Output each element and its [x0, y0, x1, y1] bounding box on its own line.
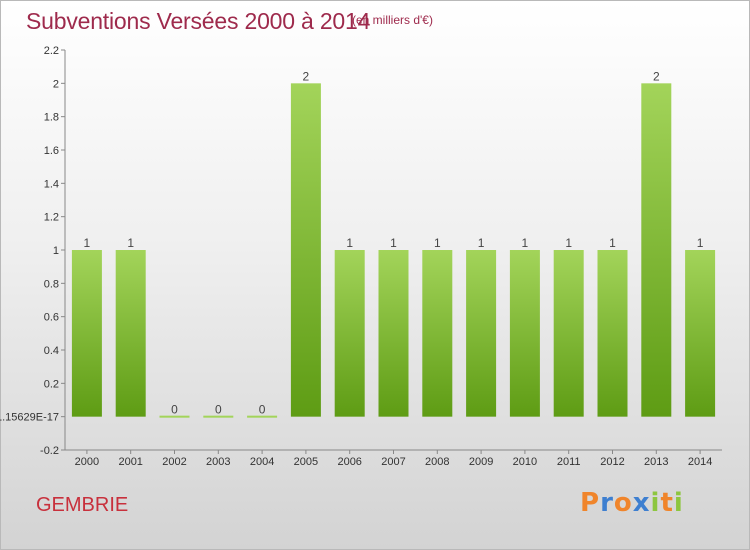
data-label: 2 [653, 69, 660, 83]
y-tick-label: 0.2 [44, 378, 59, 390]
data-label: 1 [390, 236, 397, 250]
x-tick-label: 2014 [688, 456, 712, 468]
x-tick-label: 2005 [294, 456, 318, 468]
data-label: 2 [303, 69, 310, 83]
logo-letter: i [650, 488, 661, 518]
x-tick-label: 2012 [600, 456, 624, 468]
x-tick-label: 2001 [118, 456, 142, 468]
data-label: 1 [565, 236, 572, 250]
logo-letter: t [660, 488, 674, 518]
proxiti-logo[interactable]: Proxiti [580, 488, 684, 518]
x-tick-label: 2011 [557, 456, 581, 468]
data-label: 1 [84, 236, 91, 250]
data-label: 1 [609, 236, 616, 250]
chart-title: Subventions Versées 2000 à 2014 [26, 8, 371, 34]
bar [685, 250, 716, 417]
data-labels: 1 1 0 0 0 2 1 1 1 1 1 1 1 2 1 [84, 69, 704, 416]
bar [597, 250, 628, 417]
data-label: 1 [127, 236, 134, 250]
data-label: 0 [259, 403, 266, 417]
y-tick-label: 1.8 [44, 112, 59, 124]
x-tick-label: 2007 [381, 456, 405, 468]
data-label: 1 [478, 236, 485, 250]
y-tick-label: 2.2 [44, 45, 59, 57]
y-tick-label: 2 [53, 78, 59, 90]
y-tick-label: 0.8 [44, 278, 59, 290]
chart-axes: -0.2 -1.15629E-17 0.2 0.4 0.6 0.8 1 1.2 1.4 1.6 1.… [0, 45, 722, 468]
x-tick-label: 2009 [469, 456, 493, 468]
x-tick-label: 2000 [75, 456, 99, 468]
data-label: 0 [171, 403, 178, 417]
bar [422, 250, 453, 417]
logo-letter: o [613, 488, 633, 518]
logo-letter: r [600, 488, 614, 518]
bar [509, 250, 540, 417]
x-tick-label: 2002 [162, 456, 186, 468]
data-label: 1 [434, 236, 441, 250]
bar [466, 250, 497, 417]
bar [553, 250, 584, 417]
x-tick-label: 2003 [206, 456, 230, 468]
bar-series [71, 83, 716, 418]
y-tick-label: 0.4 [44, 345, 59, 357]
logo-letter: P [580, 488, 601, 518]
bar [378, 250, 409, 417]
y-tick-label: 1 [53, 245, 59, 257]
data-label: 1 [346, 236, 353, 250]
bar [203, 415, 234, 418]
data-label: 1 [522, 236, 529, 250]
bar [115, 250, 146, 417]
chart-subtitle: (en milliers d'€) [352, 13, 433, 27]
bar [334, 250, 365, 417]
bar [159, 415, 190, 418]
y-tick-label: -1.15629E-17 [0, 412, 59, 424]
x-tick-label: 2008 [425, 456, 449, 468]
x-tick-label: 2004 [250, 456, 274, 468]
bar [71, 250, 102, 417]
x-tick-label: 2010 [513, 456, 537, 468]
bar [641, 83, 672, 417]
y-tick-label: 0.6 [44, 312, 59, 324]
y-tick-label: 1.2 [44, 212, 59, 224]
x-tick-label: 2013 [644, 456, 668, 468]
data-label: 0 [215, 403, 222, 417]
x-tick-label: 2006 [337, 456, 361, 468]
y-tick-label: -0.2 [40, 445, 59, 457]
logo-letter: x [632, 488, 651, 518]
data-label: 1 [697, 236, 704, 250]
logo-letter: i [673, 488, 684, 518]
y-tick-label: 1.6 [44, 145, 59, 157]
bar [290, 83, 321, 417]
commune-name: GEMBRIE [36, 494, 129, 516]
y-tick-label: 1.4 [44, 178, 59, 190]
bar [247, 415, 278, 418]
